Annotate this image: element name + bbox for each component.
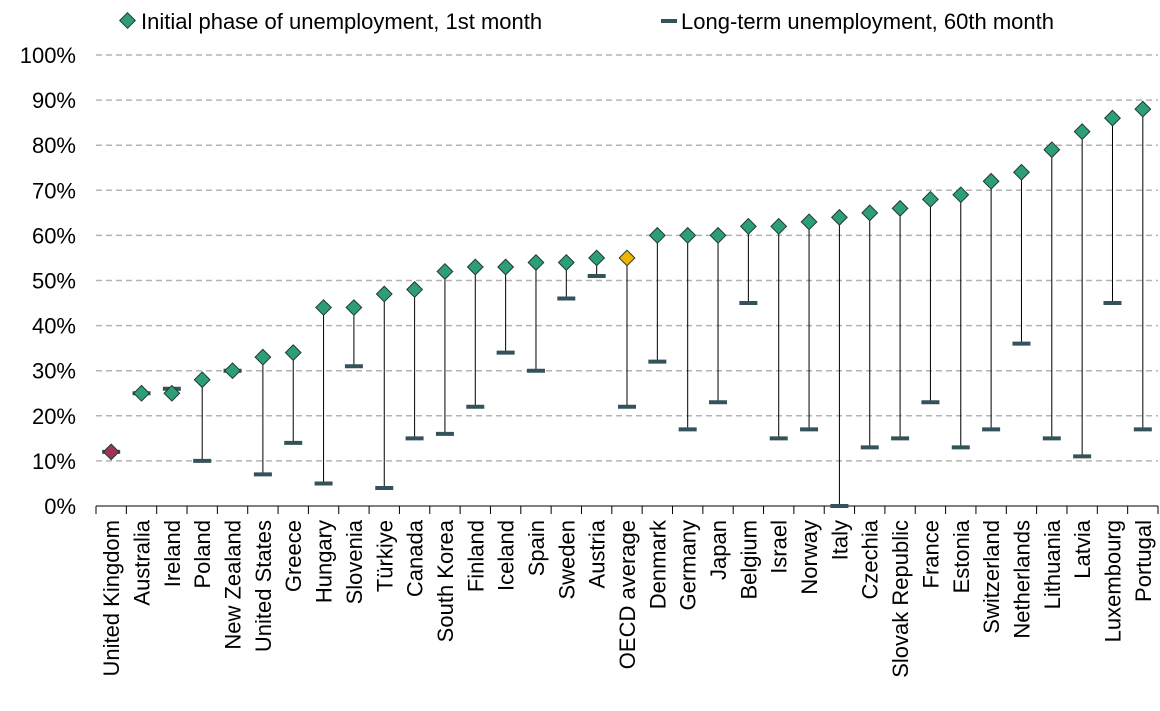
x-tick-label-japan: Japan [706, 520, 731, 580]
x-tick-label-norway: Norway [797, 520, 822, 595]
x-tick-label-new-zealand: New Zealand [221, 520, 246, 650]
x-tick-label-australia: Australia [130, 519, 155, 605]
initial-marker-italy [830, 208, 848, 226]
initial-marker-czechia [861, 204, 879, 222]
initial-marker-luxembourg [1104, 109, 1121, 127]
initial-marker-switzerland [982, 172, 1000, 190]
initial-marker-united-states [254, 348, 272, 366]
axes [95, 505, 1159, 514]
initial-marker-estonia [952, 186, 970, 204]
initial-marker-hungary [315, 299, 333, 317]
x-tick-label-belgium: Belgium [736, 520, 761, 599]
y-tick-label: 50% [32, 269, 76, 294]
initial-marker-denmark [648, 226, 666, 244]
y-tick-labels: 0% 10% 20% 30% 40% 50% 60% 70% 80% 90% 100% [20, 43, 76, 519]
x-tick-label-portugal: Portugal [1131, 520, 1156, 602]
x-tick-label-united-states: United States [251, 520, 276, 652]
x-tick-label-south-korea: South Korea [433, 519, 458, 642]
x-tick-label-greece: Greece [281, 520, 306, 592]
x-tick-labels: United Kingdom Australia Ireland Poland New … [99, 519, 1156, 678]
initial-marker-poland [193, 371, 211, 389]
x-tick-label-estonia: Estonia [949, 519, 974, 593]
initial-marker-finland [466, 258, 484, 276]
initial-marker-portugal [1134, 100, 1152, 118]
x-tick-label-czechia: Czechia [858, 519, 883, 599]
x-tick-label-switzerland: Switzerland [979, 520, 1004, 634]
y-tick-label: 60% [32, 223, 76, 248]
x-tick-label-italy: Italy [827, 520, 852, 560]
legend-diamond-icon [119, 12, 136, 29]
y-tick-label: 30% [32, 359, 76, 384]
legend: Initial phase of unemployment, 1st month… [119, 9, 1054, 34]
x-tick-label-lithuania: Lithuania [1040, 519, 1065, 609]
initial-marker-new-zealand [224, 362, 242, 380]
x-tick-label-poland: Poland [190, 520, 215, 589]
initial-marker-slovenia [345, 299, 363, 317]
initial-marker-lithuania [1043, 141, 1061, 159]
initial-marker-iceland [497, 258, 515, 276]
x-tick-label-hungary: Hungary [312, 520, 337, 603]
x-tick-label-israel: Israel [767, 520, 792, 574]
x-tick-label-denmark: Denmark [645, 519, 670, 609]
x-tick-label-finland: Finland [463, 520, 488, 592]
x-tick-label-latvia: Latvia [1070, 519, 1095, 578]
x-tick-label-sweden: Sweden [554, 520, 579, 600]
y-tick-label: 10% [32, 449, 76, 474]
initial-marker-netherlands [1012, 163, 1030, 181]
x-tick-label-spain: Spain [524, 520, 549, 576]
y-tick-label: 80% [32, 133, 76, 158]
initial-marker-ireland [163, 384, 181, 402]
y-tick-label: 0% [44, 494, 76, 519]
y-tick-label: 20% [32, 404, 76, 429]
x-tick-label-austria: Austria [585, 519, 610, 588]
y-tick-label: 70% [32, 178, 76, 203]
initial-marker-oecd-average [618, 249, 636, 267]
legend-label-longterm: Long-term unemployment, 60th month [681, 9, 1054, 34]
x-tick-label-france: France [918, 520, 943, 588]
initial-marker-australia [133, 384, 150, 402]
x-tick-label-slovenia: Slovenia [342, 519, 367, 604]
x-tick-label-canada: Canada [403, 519, 428, 597]
x-tick-label-turkiye: Türkiye [372, 520, 397, 592]
initial-marker-canada [406, 281, 424, 299]
initial-marker-sweden [557, 253, 575, 271]
initial-marker-latvia [1073, 123, 1091, 141]
initial-marker-slovak-republic [891, 199, 909, 217]
initial-marker-united-kingdom [102, 443, 120, 461]
initial-marker-france [921, 190, 939, 208]
initial-marker-germany [679, 226, 697, 244]
x-tick-label-germany: Germany [676, 520, 701, 610]
initial-marker-austria [588, 249, 606, 267]
initial-marker-belgium [739, 217, 757, 235]
y-tick-label: 100% [20, 43, 76, 68]
x-tick-label-slovak-republic: Slovak Republic [888, 520, 913, 678]
initial-marker-south-korea [436, 262, 454, 280]
x-tick-label-iceland: Iceland [494, 520, 519, 591]
initial-markers [102, 100, 1152, 461]
initial-marker-greece [284, 344, 302, 362]
x-tick-label-ireland: Ireland [160, 520, 185, 587]
legend-label-initial: Initial phase of unemployment, 1st month [141, 9, 542, 34]
initial-marker-israel [770, 217, 788, 235]
y-tick-label: 40% [32, 314, 76, 339]
y-tick-label: 90% [32, 88, 76, 113]
x-tick-label-united-kingdom: United Kingdom [99, 520, 124, 677]
initial-marker-norway [800, 213, 818, 231]
initial-marker-turkiye [375, 285, 393, 303]
x-tick-label-netherlands: Netherlands [1009, 520, 1034, 639]
x-tick-label-oecd-average: OECD average [615, 520, 640, 669]
initial-marker-spain [527, 253, 545, 271]
connectors [171, 109, 1144, 506]
x-tick-label-luxembourg: Luxembourg [1100, 520, 1125, 642]
initial-marker-japan [709, 226, 727, 244]
